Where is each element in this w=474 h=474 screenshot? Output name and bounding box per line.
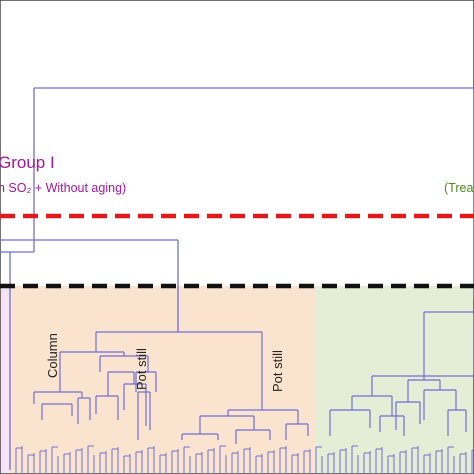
group-subtitle: h SO₂ + Without aging) bbox=[0, 181, 126, 195]
right-group-label: (Trea bbox=[444, 181, 473, 195]
region-green bbox=[316, 286, 474, 474]
cluster-label-pot-still-2: Pot still bbox=[270, 350, 285, 392]
region-pink bbox=[0, 286, 10, 474]
region-orange bbox=[10, 286, 316, 474]
cluster-label-column: Column bbox=[45, 333, 60, 378]
cluster-label-pot-still-1: Pot still bbox=[134, 348, 149, 390]
group-label: Group I bbox=[0, 153, 55, 172]
